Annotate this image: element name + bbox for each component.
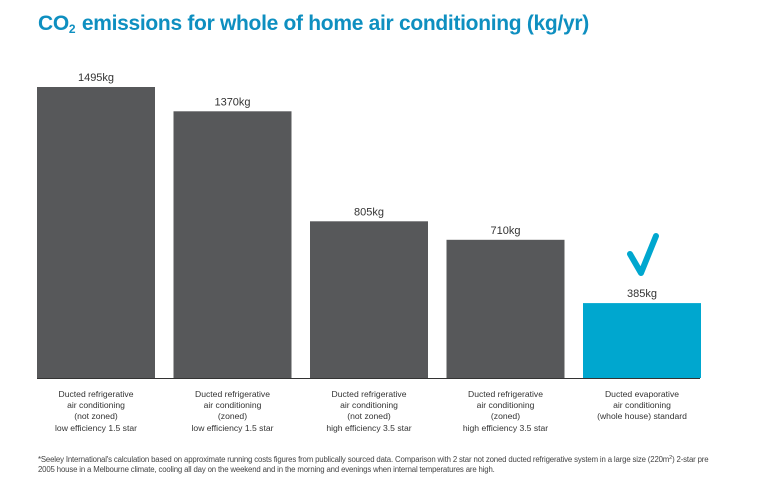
category-label-line: low efficiency 1.5 star [191,422,274,433]
category-label-line: (not zoned) [74,411,118,422]
category-label-line: Ducted refrigerative [468,389,543,399]
category-label-line: air conditioning [203,400,262,411]
category-label-line: air conditioning [340,400,398,411]
bar-4 [446,239,565,378]
checkmark-icon [627,233,659,276]
category-label-line: Ducted refrigerative [58,389,134,399]
value-label-3: 805kg [354,206,384,218]
footnote: *Seeley International's calculation base… [38,454,718,474]
title-subscript: 2 [68,22,76,36]
category-label-line: (zoned) [490,411,521,422]
category-label-line: (not zoned) [347,411,391,422]
footnote-part1: *Seeley International's calculation base… [38,455,670,464]
category-label-2: Ducted refrigerative air conditioning (zon… [165,389,301,434]
value-label-1: 1495kg [78,72,114,84]
category-label-line: high efficiency 3.5 star [326,422,412,433]
chart-title: CO2 emissions for whole of home air cond… [38,12,589,36]
category-label-line: Ducted evaporative [604,389,680,399]
category-label-line: air conditioning [613,400,671,411]
category-label-line: Ducted refrigerative [331,389,407,399]
category-label-1: Ducted refrigerative air conditioning (not… [28,389,164,434]
title-prefix: CO [38,12,69,35]
category-label-5: Ducted evaporative air conditioning (whole… [574,389,710,423]
category-label-line: air conditioning [476,400,535,411]
bar-3 [310,221,428,378]
title-rest: emissions for whole of home air conditio… [76,12,589,35]
value-labels-layer: 1495kg 1370kg 805kg 710kg 385kg [78,72,657,300]
value-label-4: 710kg [491,225,521,237]
category-label-line: air conditioning [67,400,125,411]
value-label-5: 385kg [627,288,657,300]
value-label-2: 1370kg [214,96,250,108]
bars-layer [37,87,701,379]
bar-1 [37,87,155,378]
footnote-superscript: 2 [669,455,673,461]
category-label-line: Ducted refrigerative [195,389,270,399]
footnote-part2: ) 2-star pre 2005 house in a Melbourne c… [38,455,709,474]
bar-5 [583,303,701,378]
category-label-line: low efficiency 1.5 star [55,422,137,433]
category-label-4: Ducted refrigerative air conditioning (zon… [438,389,574,434]
bar-2 [173,111,292,379]
category-label-line: (whole house) standard [597,411,687,422]
category-label-line: (zoned) [217,411,248,422]
category-label-line: high efficiency 3.5 star [462,422,549,433]
category-label-3: Ducted refrigerative air conditioning (not… [301,389,437,434]
